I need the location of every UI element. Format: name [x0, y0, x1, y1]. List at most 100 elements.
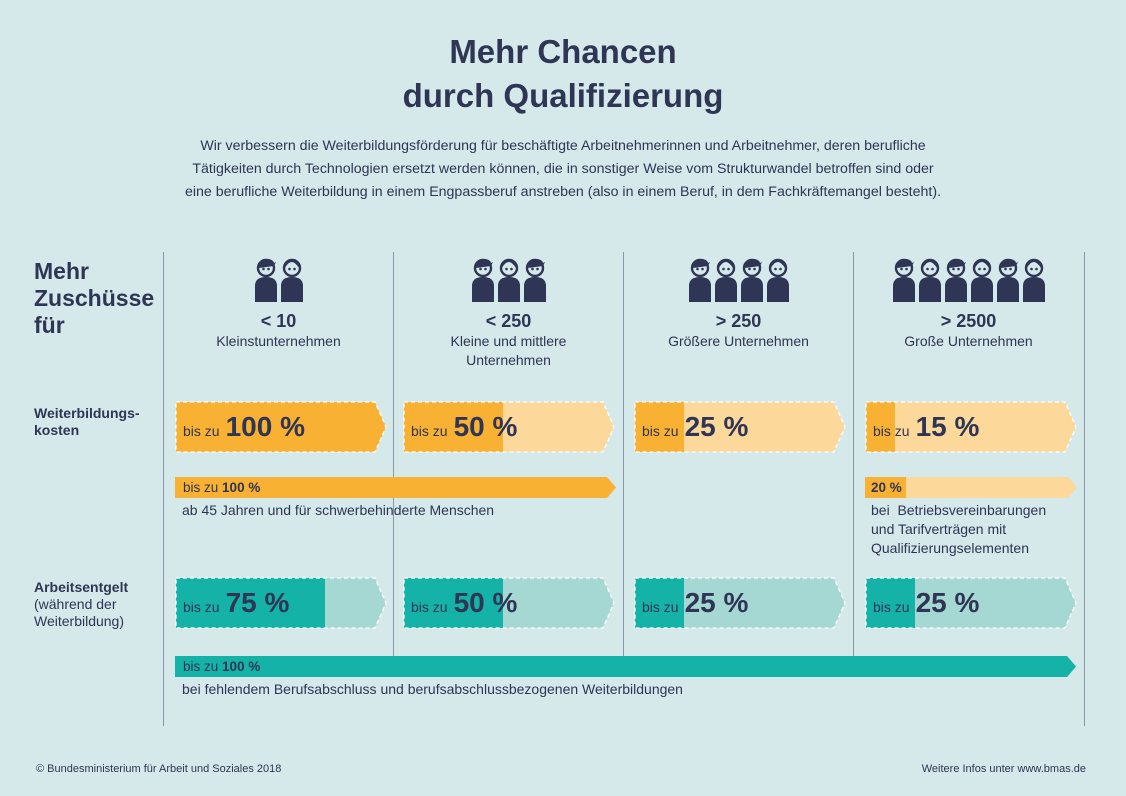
company-size-label-line-2: Unternehmen	[466, 352, 551, 368]
strip-prefix: bis zu	[183, 480, 219, 495]
person-icon	[497, 258, 520, 302]
subsidy-cell-costs: bis zu 25 %	[634, 401, 846, 453]
row-label-line-3: Weiterbildung)	[34, 613, 125, 629]
strip-label: 20 %	[871, 477, 902, 498]
column-divider	[163, 252, 164, 726]
subsidy-arrow-shape	[865, 401, 1077, 453]
row-label-line-2: (während der	[34, 596, 117, 612]
strip-label: bis zu 100 %	[183, 477, 260, 498]
costs-extra-note: ab 45 Jahren und für schwerbehinderte Me…	[182, 502, 495, 518]
subsidy-prefix: bis zu	[411, 599, 448, 615]
subsidy-value: 15 %	[915, 411, 980, 442]
intro-paragraph: Wir verbessern die Weiterbildungsförderu…	[140, 135, 986, 204]
footer-link[interactable]: Weitere Infos unter www.bmas.de	[921, 763, 1086, 775]
strip-fill-bar	[175, 477, 616, 498]
column-divider	[393, 252, 394, 656]
row-label-line-1: Weiterbildungs-	[34, 405, 140, 421]
subsidy-value: 50 %	[453, 587, 518, 618]
strip-fill-bar	[865, 477, 906, 498]
column-header-larger: > 250 Größere Unternehmen	[624, 252, 853, 351]
subsidy-value: 25 %	[915, 587, 980, 618]
person-icon	[918, 258, 941, 302]
strip-label: bis zu 100 %	[183, 656, 260, 677]
subsidy-fill-bar	[176, 578, 325, 628]
subsidy-arrow-shape	[634, 401, 846, 453]
subsidy-label: bis zu 15 %	[873, 401, 979, 453]
company-size-label: Kleine und mittlere	[450, 333, 567, 349]
people-icon	[164, 252, 393, 302]
subsidy-label: bis zu 100 %	[183, 401, 305, 453]
side-heading-line-1: Mehr	[34, 258, 89, 284]
column-header-small-medium: < 250 Kleine und mittlere Unternehmen	[394, 252, 623, 370]
row-label-arbeitsentgelt: Arbeitsentgelt (während der Weiterbildun…	[34, 579, 128, 630]
subsidy-arrow-shape	[634, 577, 846, 629]
subsidy-arrow-shape	[175, 401, 387, 453]
people-icon	[394, 252, 623, 302]
subsidy-arrow-shape	[865, 577, 1077, 629]
subsidy-prefix: bis zu	[183, 423, 220, 439]
column-header-micro: < 10 Kleinstunternehmen	[164, 252, 393, 351]
subsidy-cell-costs: bis zu 50 %	[403, 401, 615, 453]
row-label-line-1: Arbeitsentgelt	[34, 579, 129, 595]
subsidy-prefix: bis zu	[642, 423, 679, 439]
subsidy-arrow-shape	[403, 577, 615, 629]
subsidy-prefix: bis zu	[411, 423, 448, 439]
subsidy-value: 25 %	[684, 587, 749, 618]
strip-value: 100 %	[222, 480, 261, 495]
company-size-label: Große Unternehmen	[904, 333, 1033, 349]
person-icon	[688, 258, 711, 302]
wage-extra-note: bei fehlendem Berufsabschluss und berufs…	[182, 681, 683, 697]
person-icon	[970, 258, 993, 302]
subsidy-prefix: bis zu	[873, 599, 910, 615]
person-icon	[766, 258, 789, 302]
strip-prefix: bis zu	[183, 659, 219, 674]
people-icon	[624, 252, 853, 302]
person-icon	[944, 258, 967, 302]
row-label-weiterbildungskosten: Weiterbildungs- kosten	[34, 405, 140, 439]
subsidy-value: 50 %	[453, 411, 518, 442]
subsidy-label: bis zu 50 %	[411, 577, 517, 629]
strip-fill-bar	[175, 656, 1076, 677]
company-size-label: Größere Unternehmen	[668, 333, 809, 349]
costs-large-extra-note: bei Betriebsvereinbarungen und Tarifvert…	[871, 501, 1046, 558]
company-size-count: < 250	[485, 311, 532, 331]
note-line-3: Qualifizierungselementen	[871, 540, 1029, 556]
strip-arrow-shape	[865, 477, 1077, 498]
subsidy-fill-bar	[404, 578, 503, 628]
person-icon	[996, 258, 1019, 302]
row-label-line-2: kosten	[34, 422, 80, 438]
note-line-1: bei Betriebsvereinbarungen	[871, 502, 1047, 518]
subsidy-cell-costs: bis zu 15 %	[865, 401, 1077, 453]
subsidy-prefix: bis zu	[873, 423, 910, 439]
person-icon	[254, 258, 277, 302]
strip-arrow-shape	[175, 656, 1076, 677]
strip-value: 100 %	[222, 659, 261, 674]
subsidy-arrow-shape	[403, 401, 615, 453]
subsidy-arrow-shape	[175, 577, 387, 629]
strip-value: 20 %	[871, 480, 902, 495]
costs-large-extra-strip: 20 %	[865, 477, 1077, 498]
title-line-1: Mehr Chancen	[449, 33, 677, 70]
company-size-count: < 10	[260, 311, 297, 331]
person-icon	[471, 258, 494, 302]
subsidy-value: 75 %	[225, 587, 290, 618]
intro-line-2: Tätigkeiten durch Technologien ersetzt w…	[192, 161, 934, 177]
subsidy-cell-wage: bis zu 50 %	[403, 577, 615, 629]
column-header-large: > 2500 Große Unternehmen	[854, 252, 1083, 351]
subsidy-label: bis zu 75 %	[183, 577, 289, 629]
side-heading-line-3: für	[34, 312, 65, 338]
subsidy-cell-wage: bis zu 75 %	[175, 577, 387, 629]
person-icon	[1022, 258, 1045, 302]
subsidy-fill-bar	[176, 402, 386, 452]
subsidy-value: 100 %	[225, 411, 305, 442]
column-divider	[1084, 252, 1085, 726]
subsidy-value: 25 %	[684, 411, 749, 442]
title-line-2: durch Qualifizierung	[402, 77, 724, 114]
person-icon	[892, 258, 915, 302]
subsidy-fill-bar	[866, 578, 915, 628]
intro-line-1: Wir verbessern die Weiterbildungsförderu…	[200, 138, 926, 154]
company-size-count: > 250	[715, 311, 762, 331]
people-icon	[854, 252, 1083, 302]
person-icon	[523, 258, 546, 302]
page-title: Mehr Chancen durch Qualifizierung	[0, 30, 1126, 118]
